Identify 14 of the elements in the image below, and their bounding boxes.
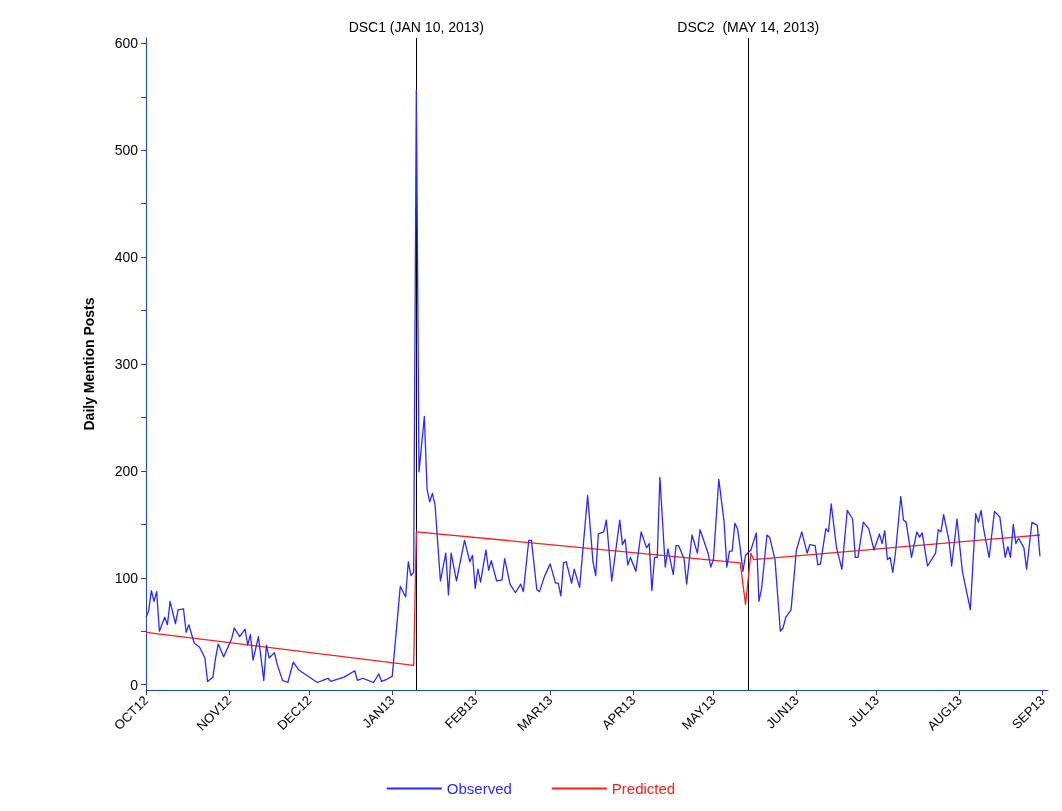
line-series: [145, 89, 1041, 684]
y-tick-label: 100: [114, 569, 139, 586]
y-tick-label: 600: [114, 35, 139, 52]
line-series: [145, 531, 1041, 667]
legend-label: Predicted: [611, 780, 676, 797]
y-tick-label: 0: [130, 676, 139, 693]
ref-line-label: DSC1 (JAN 10, 2013): [348, 19, 485, 35]
y-tick-label: 200: [114, 462, 139, 479]
y-axis-title: Daily Mention Posts: [81, 297, 97, 431]
ref-line-label: DSC2 (MAY 14, 2013): [677, 19, 820, 35]
y-tick-label: 400: [114, 249, 139, 266]
y-tick-label: 300: [114, 356, 139, 372]
y-tick-label: 500: [114, 142, 139, 159]
legend-label: Observed: [446, 780, 512, 797]
